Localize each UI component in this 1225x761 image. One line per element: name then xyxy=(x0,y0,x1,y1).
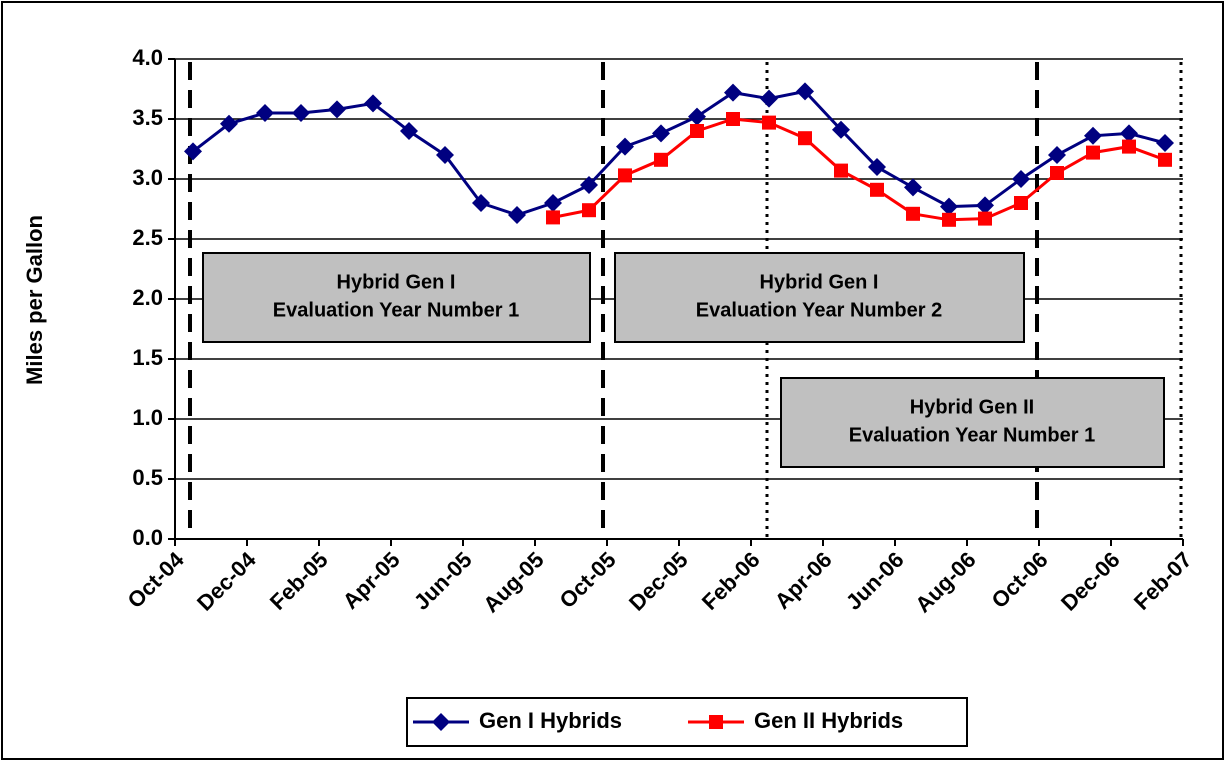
marker xyxy=(868,158,886,176)
marker xyxy=(1086,145,1100,160)
marker xyxy=(1050,166,1064,180)
legend-label: Gen I Hybrids xyxy=(479,708,622,733)
marker xyxy=(726,112,740,126)
y-tick-label: 1.0 xyxy=(132,405,163,430)
y-tick-label: 3.0 xyxy=(132,165,163,190)
marker xyxy=(690,124,704,138)
annotation-text: Evaluation Year Number 1 xyxy=(273,299,519,321)
marker xyxy=(798,131,812,146)
marker xyxy=(870,182,884,197)
marker xyxy=(1012,170,1030,188)
marker xyxy=(582,203,596,218)
marker xyxy=(940,197,958,216)
marker xyxy=(400,122,418,140)
marker xyxy=(652,124,670,143)
marker xyxy=(654,152,668,167)
legend-label: Gen II Hybrids xyxy=(754,708,903,733)
marker xyxy=(1048,146,1066,164)
marker xyxy=(292,104,310,122)
marker xyxy=(546,210,560,225)
series-line xyxy=(192,89,1166,217)
y-tick-label: 0.5 xyxy=(132,465,163,490)
annotation-text: Evaluation Year Number 1 xyxy=(849,424,1095,446)
marker xyxy=(978,211,992,226)
marker xyxy=(1158,152,1172,167)
marker xyxy=(976,196,994,215)
plot xyxy=(184,82,1174,227)
marker xyxy=(1084,126,1102,145)
marker xyxy=(1122,139,1136,154)
annotation-text: Evaluation Year Number 2 xyxy=(696,299,942,321)
annotation-text: Hybrid Gen I xyxy=(337,271,456,293)
y-tick-label: 3.5 xyxy=(132,105,163,130)
y-tick-label: 1.5 xyxy=(132,345,163,370)
marker xyxy=(1014,196,1028,210)
marker xyxy=(904,178,922,197)
marker xyxy=(472,194,490,212)
marker xyxy=(906,206,920,221)
marker xyxy=(762,115,776,130)
annotation-box xyxy=(780,377,1165,468)
annotation-box xyxy=(202,252,591,343)
marker xyxy=(580,176,598,194)
marker xyxy=(220,114,238,133)
marker xyxy=(364,94,382,113)
marker xyxy=(184,142,202,161)
y-tick-label: 2.5 xyxy=(132,225,163,250)
y-tick-label: 0.0 xyxy=(132,525,163,550)
annotation-text: Hybrid Gen II xyxy=(910,396,1034,418)
y-tick-label: 2.0 xyxy=(132,285,163,310)
marker xyxy=(328,100,346,119)
marker xyxy=(942,212,956,227)
marker xyxy=(724,83,742,102)
marker xyxy=(256,104,274,122)
marker xyxy=(616,137,634,156)
marker xyxy=(544,194,562,212)
marker xyxy=(688,107,706,126)
y-tick-label: 4.0 xyxy=(132,45,163,70)
annotations: Hybrid Gen I Evaluation Year Number 1 Hy… xyxy=(202,252,1165,468)
marker xyxy=(436,146,454,164)
y-axis-title: Miles per Gallon xyxy=(22,215,47,385)
marker xyxy=(618,168,632,183)
marker xyxy=(832,120,850,139)
marker xyxy=(760,89,778,108)
marker xyxy=(1156,134,1174,152)
marker xyxy=(709,715,723,729)
marker xyxy=(508,206,526,224)
annotation-text: Hybrid Gen I xyxy=(760,271,879,293)
marker xyxy=(432,713,450,731)
marker xyxy=(1120,124,1138,143)
marker xyxy=(834,163,848,178)
annotation-box xyxy=(614,252,1025,343)
legend xyxy=(406,697,968,747)
marker xyxy=(796,82,814,101)
